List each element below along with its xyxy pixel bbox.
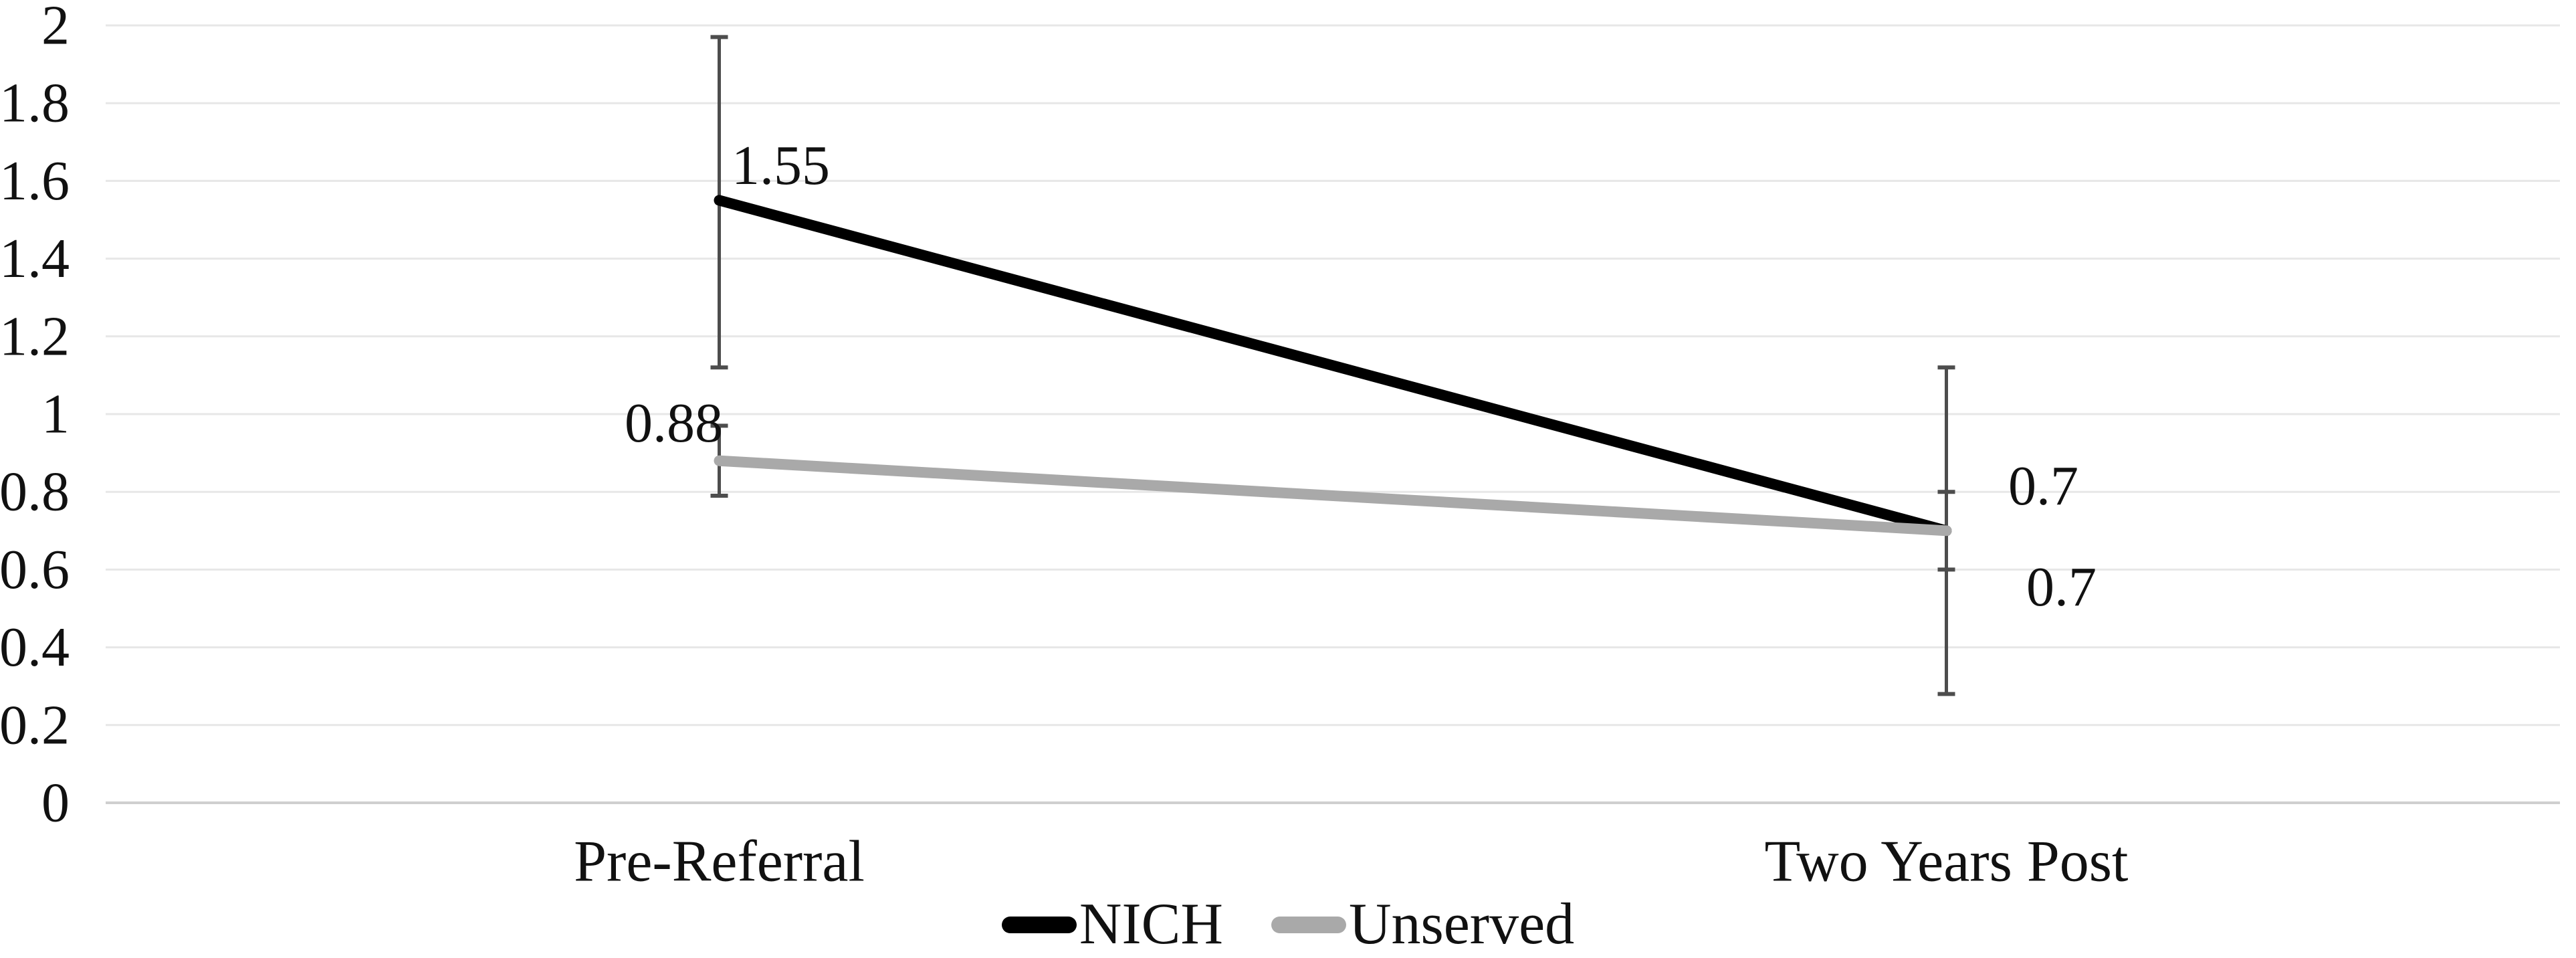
y-tick-label: 0.4 — [0, 616, 70, 678]
y-tick-label: 1 — [41, 383, 70, 446]
legend: NICH Unserved — [0, 892, 2576, 957]
y-tick-label: 1.2 — [0, 305, 70, 367]
nich-line-swatch — [1001, 916, 1077, 933]
x-category-label-1[interactable]: Two Years Post — [1765, 830, 2129, 894]
y-tick-label: 0.6 — [0, 539, 70, 601]
y-tick-label: 0.8 — [0, 461, 70, 523]
y-tick-label: 1.6 — [0, 150, 70, 212]
legend-label-nich: NICH — [1079, 892, 1223, 957]
legend-label-unserved: Unserved — [1348, 892, 1575, 957]
x-category-label-0[interactable]: Pre-Referral — [574, 830, 865, 894]
y-tick-label: 0.2 — [0, 694, 70, 756]
data-label-unserved-0: 0.88 — [625, 392, 723, 454]
legend-item-unserved[interactable]: Unserved — [1271, 892, 1575, 957]
data-label-nich-0: 1.55 — [732, 134, 830, 197]
data-label-nich-1: 0.7 — [2008, 455, 2078, 517]
y-tick-label: 2 — [41, 0, 70, 57]
y-tick-label: 1.8 — [0, 72, 70, 134]
y-tick-label: 0 — [41, 772, 70, 834]
data-label-unserved-1: 0.7 — [2026, 556, 2097, 618]
series-line-unserved[interactable] — [714, 455, 1952, 537]
unserved-line-swatch — [1271, 916, 1346, 933]
y-tick-label: 1.4 — [0, 227, 70, 290]
legend-item-nich[interactable]: NICH — [1001, 892, 1223, 957]
series-line-nich[interactable] — [714, 195, 1952, 537]
